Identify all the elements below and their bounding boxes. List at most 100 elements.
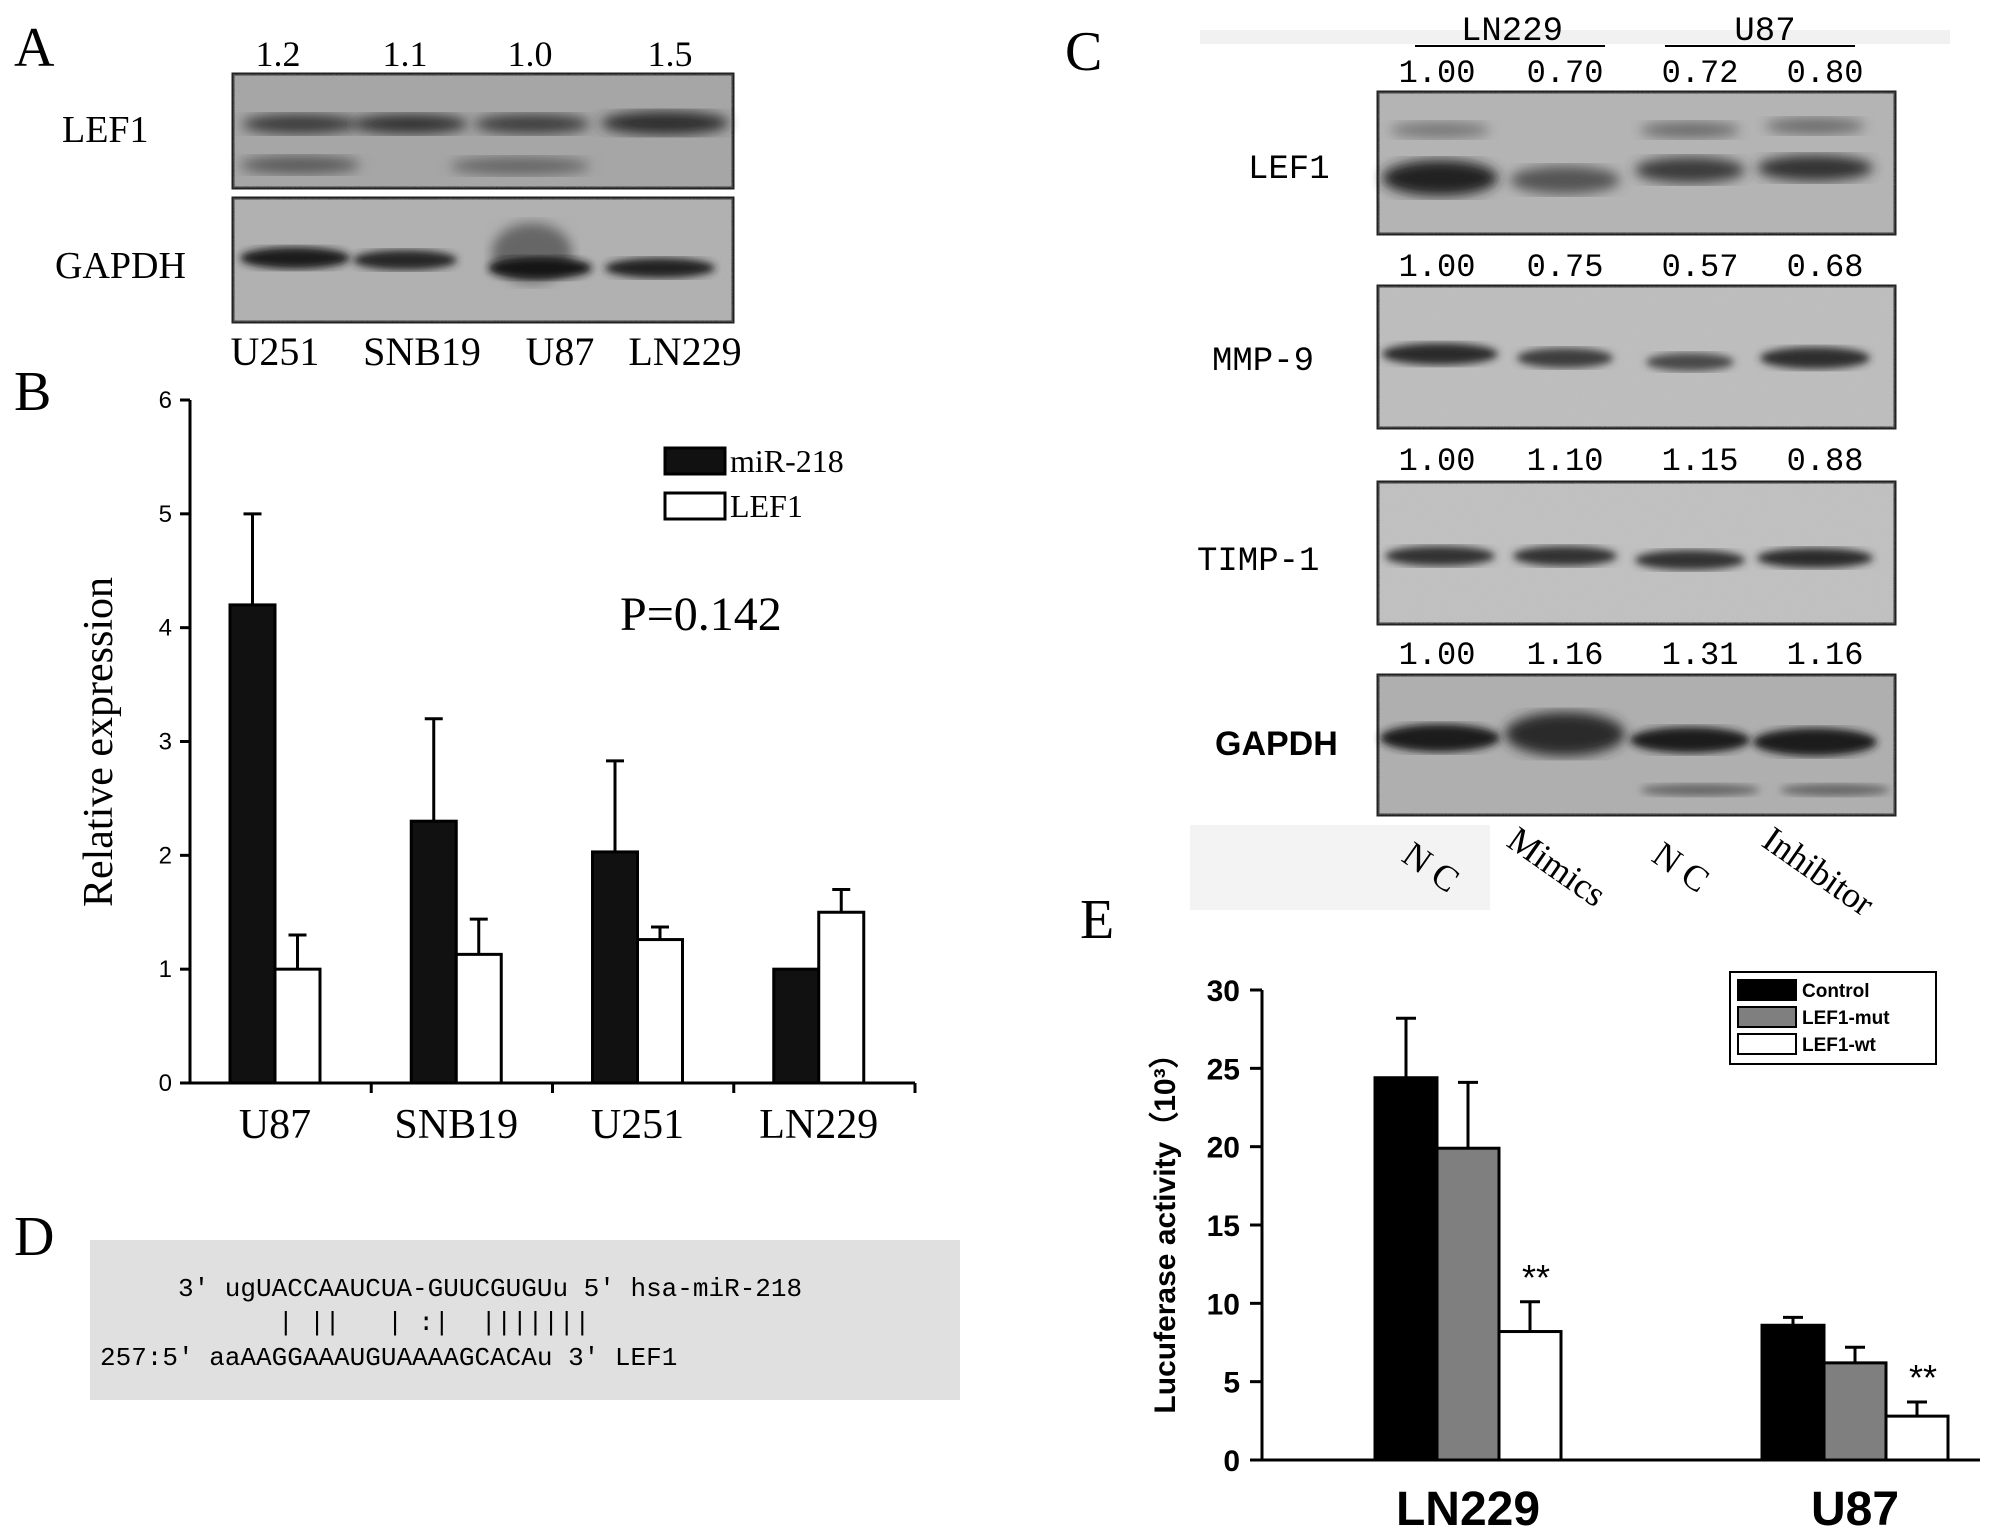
x-tick-label: U87 <box>239 1102 311 1148</box>
blot-c-strip <box>1200 30 1950 44</box>
x-tick-label: LN229 <box>1396 1483 1540 1534</box>
bar <box>228 603 277 1085</box>
y-axis-label: Relative expression <box>76 577 122 907</box>
legend-label: Control <box>1802 981 1870 1002</box>
panel-d-letter: D <box>14 1206 54 1268</box>
panel-c-letter: C <box>1065 21 1102 83</box>
blot-c-lane-label: Inhibitor <box>1755 819 1881 924</box>
x-tick-label: LN229 <box>759 1102 878 1148</box>
blot-c-lane-label: Mimics <box>1500 819 1613 915</box>
panel-d: D 3' ugUACCAAUCUA-GUUCGUGUu 5' hsa-miR-2… <box>14 1206 960 1400</box>
blot-c-value: 1.10 <box>1527 443 1604 480</box>
blot-c-values-row: 1.00 1.16 1.31 1.16 <box>1399 637 1864 674</box>
blot-c-value: 1.16 <box>1527 637 1604 674</box>
blot-c-timp1 <box>1376 480 1897 626</box>
blot-c-value: 1.15 <box>1662 443 1739 480</box>
alignment-mirna-line: 3' ugUACCAAUCUA-GUUCGUGUu 5' hsa-miR-218 <box>178 1274 802 1304</box>
blot-c-mmp9 <box>1376 284 1897 430</box>
bar <box>273 967 322 1085</box>
legend-swatch <box>663 446 727 476</box>
legend-label: miR-218 <box>730 443 844 479</box>
bar <box>1760 1323 1826 1462</box>
y-tick-label: 0 <box>1223 1445 1240 1478</box>
y-tick-label: 0 <box>159 1070 172 1097</box>
p-value-label: P=0.142 <box>620 588 782 641</box>
panel-c: C LN229 U87 1.00 0.70 0.72 0.80 1.00 0.7… <box>1065 13 1950 924</box>
blot-c-value: 1.00 <box>1399 637 1476 674</box>
y-tick-label: 5 <box>159 501 172 528</box>
bar <box>1435 1146 1501 1462</box>
x-tick-label: U87 <box>1811 1483 1899 1534</box>
panel-b-letter: B <box>14 361 51 423</box>
panel-a-row-label: LEF1 <box>62 109 149 151</box>
x-tick-label: U251 <box>591 1102 684 1148</box>
blot-c-value: 0.57 <box>1662 249 1739 286</box>
y-tick-label: 15 <box>1207 1210 1240 1243</box>
blot-c-row-label: GAPDH <box>1215 725 1338 763</box>
blot-c-value: 1.00 <box>1399 55 1476 92</box>
significance-mark: ** <box>1522 1257 1550 1298</box>
alignment-box <box>90 1240 960 1400</box>
blot-a-lef1 <box>231 72 735 190</box>
blot-c-row-label: TIMP-1 <box>1197 543 1319 581</box>
bar <box>636 938 684 1085</box>
legend-label: LEF1-mut <box>1802 1008 1890 1029</box>
chart-e: 0 5 10 15 20 25 30 Lucuferase activity（10³） LN22… <box>1148 971 1980 1534</box>
panel-a-value: 1.5 <box>648 34 693 74</box>
bar <box>817 910 866 1085</box>
bar <box>1884 1414 1950 1462</box>
legend-label: LEF1 <box>730 488 803 524</box>
x-tick-label: SNB19 <box>394 1102 518 1148</box>
blot-c-value: 1.16 <box>1787 637 1864 674</box>
blot-c-value: 0.88 <box>1787 443 1864 480</box>
y-tick-label: 25 <box>1207 1053 1240 1086</box>
alignment-match-line: | || | :| ||||||| <box>278 1308 590 1338</box>
panel-a-value: 1.1 <box>383 34 428 74</box>
panel-c-group-label: U87 <box>1734 13 1795 51</box>
blot-c-values-row: 1.00 0.75 0.57 0.68 <box>1399 249 1864 286</box>
legend-swatch <box>1737 979 1797 1001</box>
blot-c-gapdh <box>1376 673 1897 817</box>
panel-a-lane-label: U251 <box>231 329 320 374</box>
legend-swatch <box>663 491 727 521</box>
blot-c-values-row: 1.00 0.70 0.72 0.80 <box>1399 55 1864 92</box>
panel-a-value: 1.0 <box>508 34 553 74</box>
bar <box>591 850 639 1085</box>
y-tick-label: 10 <box>1207 1288 1240 1321</box>
panel-a: A 1.2 1.1 1.0 1.5 LEF1 GAPDH U251 <box>14 17 742 374</box>
legend-swatch <box>1737 1033 1797 1055</box>
y-tick-label: 1 <box>159 956 172 983</box>
y-tick-label: 30 <box>1207 975 1240 1008</box>
blot-c-lef1 <box>1376 90 1897 236</box>
blot-c-value: 1.00 <box>1399 249 1476 286</box>
blot-c-value: 1.00 <box>1399 443 1476 480</box>
blot-c-value: 0.75 <box>1527 249 1604 286</box>
blot-c-value: 1.31 <box>1662 637 1739 674</box>
y-tick-label: 6 <box>159 387 172 414</box>
bar <box>772 967 821 1085</box>
blot-c-value: 0.70 <box>1527 55 1604 92</box>
blot-c-value: 0.80 <box>1787 55 1864 92</box>
panel-b: B P=0.142 0 1 2 3 4 5 6 Relative expression U87 S… <box>14 361 917 1148</box>
bar <box>1822 1361 1888 1462</box>
panel-a-lane-label: U87 <box>526 329 595 374</box>
panel-a-lane-label: SNB19 <box>363 329 481 374</box>
panel-e-letter: E <box>1080 889 1114 951</box>
y-tick-label: 20 <box>1207 1132 1240 1165</box>
panel-e: E 0 5 10 15 20 25 30 Lucuferase activity（10³） LN… <box>1080 889 1980 1534</box>
significance-mark: ** <box>1909 1357 1937 1398</box>
bar <box>454 952 503 1085</box>
alignment-target-line: 257:5' aaAAGGAAAUGUAAAAGCACAu 3' LEF1 <box>100 1343 677 1373</box>
panel-a-value: 1.2 <box>256 34 301 74</box>
panel-a-letter: A <box>14 17 55 79</box>
panel-a-row-label: GAPDH <box>55 245 186 287</box>
y-tick-label: 5 <box>1223 1367 1240 1400</box>
y-tick-label: 2 <box>159 842 172 869</box>
bar <box>409 819 458 1085</box>
chart-b: 0 1 2 3 4 5 6 Relative expression U87 SNB19 U251 LN… <box>76 387 917 1148</box>
bar <box>1497 1330 1563 1462</box>
legend-label: LEF1-wt <box>1802 1035 1877 1056</box>
blot-c-value: 0.68 <box>1787 249 1864 286</box>
blot-c-value: 0.72 <box>1662 55 1739 92</box>
